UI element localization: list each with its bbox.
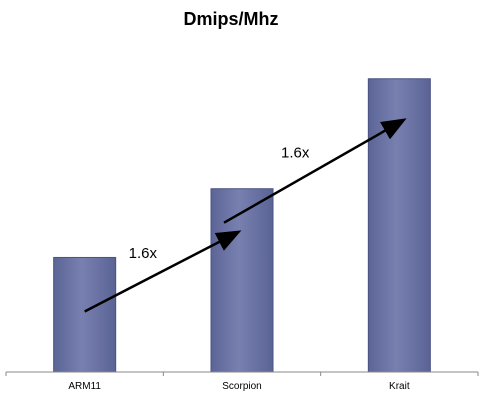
growth-arrows xyxy=(84,118,407,313)
bar-scorpion xyxy=(210,188,274,373)
bar-arm11 xyxy=(53,256,117,373)
growth-annotation: 1.6x xyxy=(281,145,310,162)
bars xyxy=(53,78,431,373)
tick-label-scorpion: Scorpion xyxy=(222,381,261,392)
x-ticks xyxy=(5,372,479,376)
x-tick-labels: ARM11 Scorpion Krait xyxy=(68,381,409,392)
growth-annotations: 1.6x 1.6x xyxy=(129,145,310,262)
chart-title: Dmips/Mhz xyxy=(183,9,278,29)
growth-arrow xyxy=(223,118,407,224)
growth-annotation: 1.6x xyxy=(129,245,158,262)
tick-label-krait: Krait xyxy=(389,381,410,392)
growth-arrow xyxy=(84,230,242,313)
tick-label-arm11: ARM11 xyxy=(68,381,101,392)
